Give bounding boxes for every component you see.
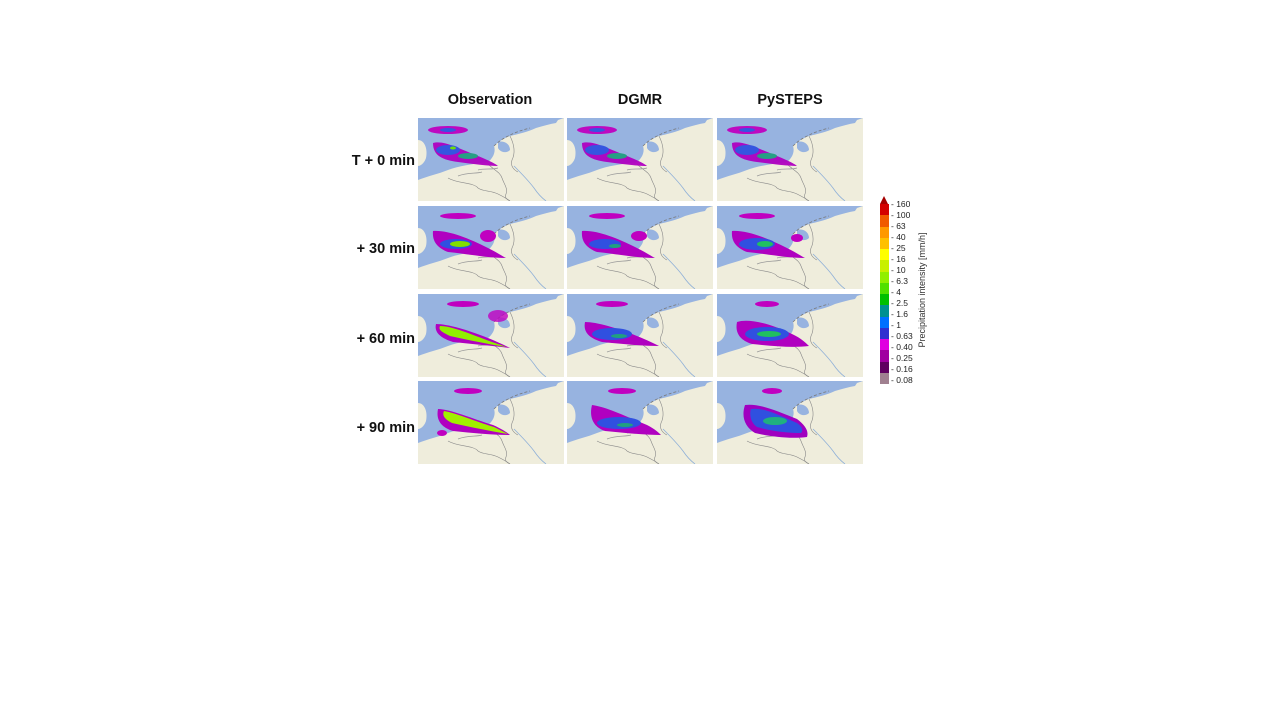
colorbar-extend-arrow [880,196,888,204]
map-pysteps-t0 [717,118,863,201]
colorbar-segment [880,271,889,283]
map-observation-30 [418,206,564,289]
row-label-30: + 30 min [356,241,415,257]
colorbar-segment [880,226,889,238]
colorbar-segment [880,237,889,249]
colorbar-tick: - 1.6 [891,309,909,319]
colorbar-tick: - 0.63 [891,331,913,341]
map-dgmr-90 [567,381,713,464]
colorbar-label: Precipitation intensity [mm/h] [917,232,927,348]
colorbar [880,204,889,384]
colorbar-segment [880,361,889,373]
colorbar-tick: - 25 [891,243,906,253]
colorbar-tick: - 160 [891,199,911,209]
colorbar-tick: - 6.3 [891,276,909,286]
column-title-observation: Observation [447,92,533,108]
colorbar-segment [880,327,889,339]
colorbar-tick: - 63 [891,221,906,231]
colorbar-segment [880,372,889,384]
colorbar-segment [880,260,889,272]
colorbar-segment [880,249,889,261]
colorbar-tick: - 0.08 [891,375,913,385]
colorbar-segment [880,339,889,351]
map-observation-t0 [418,118,564,201]
colorbar-segment [880,204,889,216]
map-pysteps-30 [717,206,863,289]
colorbar-tick: - 100 [891,210,911,220]
colorbar-tick: - 0.40 [891,342,913,352]
map-observation-60 [418,294,564,377]
row-label-t0: T + 0 min [351,153,415,169]
colorbar-tick: - 0.25 [891,353,913,363]
row-label-90: + 90 min [356,420,415,436]
colorbar-segment [880,305,889,317]
map-observation-90 [418,381,564,464]
colorbar-tick: - 16 [891,254,906,264]
colorbar-tick: - 2.5 [891,298,909,308]
map-dgmr-60 [567,294,713,377]
column-title-pysteps: PySTEPS [757,92,823,108]
colorbar-segment [880,294,889,306]
colorbar-segment [880,316,889,328]
colorbar-segment [880,215,889,227]
colorbar-tick: - 40 [891,232,906,242]
map-pysteps-90 [717,381,863,464]
colorbar-segment [880,350,889,362]
map-dgmr-t0 [567,118,713,201]
colorbar-tick: - 1 [891,320,901,330]
colorbar-tick: - 10 [891,265,906,275]
map-dgmr-30 [567,206,713,289]
colorbar-tick: - 4 [891,287,901,297]
colorbar-segment [880,282,889,294]
row-label-60: + 60 min [356,331,415,347]
colorbar-tick: - 0.16 [891,364,913,374]
map-pysteps-60 [717,294,863,377]
column-title-dgmr: DGMR [617,92,663,108]
